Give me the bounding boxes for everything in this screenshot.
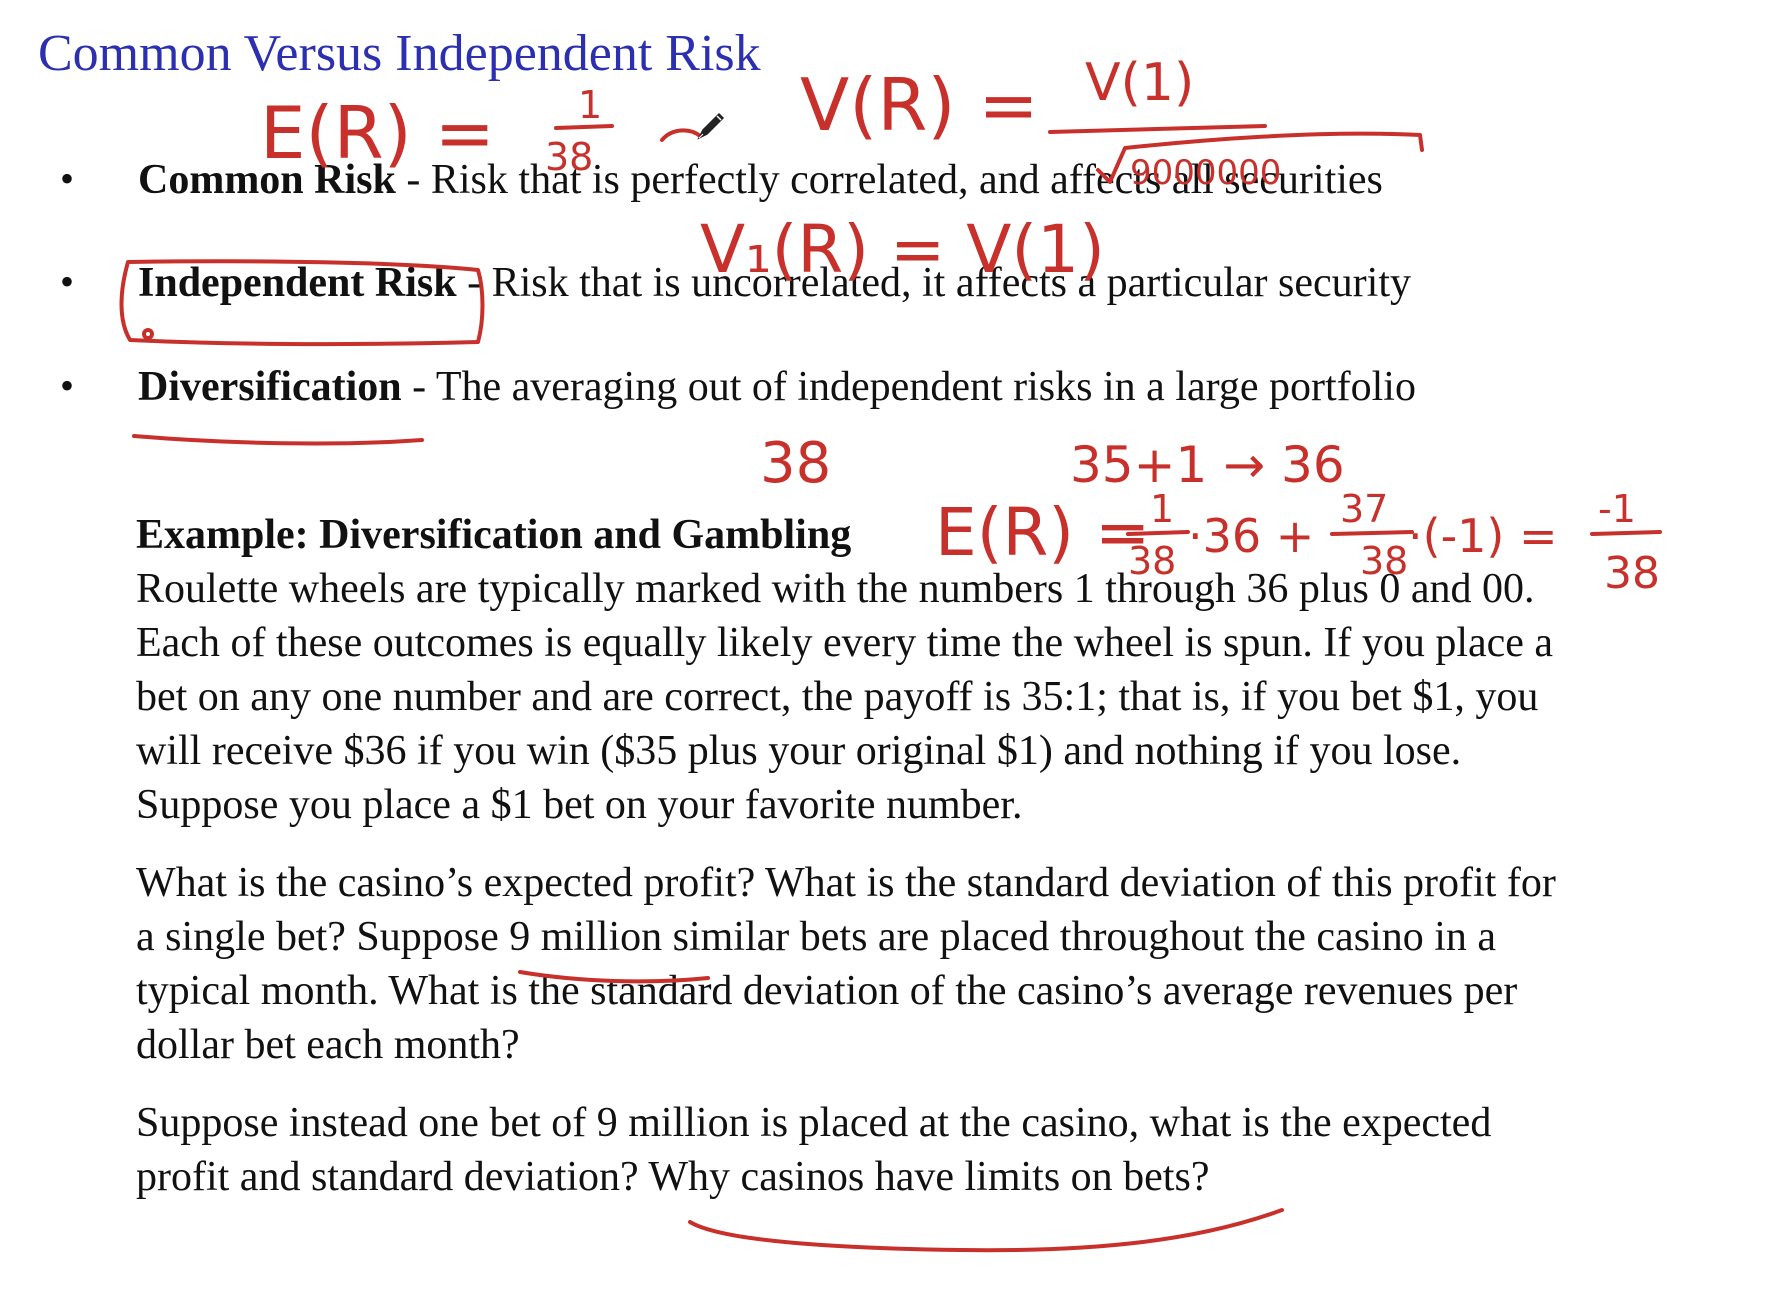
ink-fraction-bar	[1048, 124, 1267, 134]
question-line: a single bet? Suppose 9 million similar …	[136, 914, 1497, 960]
pencil-icon	[697, 112, 725, 140]
bullet-desc: Risk that is uncorrelated, it affects a …	[491, 260, 1411, 306]
ink-eq2-num: V(1)	[1085, 53, 1194, 113]
bullet-dot: •	[60, 363, 75, 408]
example-line: will receive $36 if you win ($35 plus yo…	[136, 728, 1462, 774]
ink-underline-limits	[688, 1208, 1284, 1253]
slide-title: Common Versus Independent Risk	[38, 25, 761, 82]
ink-note-38: 38	[760, 431, 831, 496]
example-heading: Example: Diversification and Gambling	[136, 512, 852, 558]
question-line: typical month. What is the standard devi…	[136, 968, 1518, 1014]
bullet-sep: -	[401, 364, 436, 410]
example-block: Example: Diversification and Gambling Ro…	[136, 508, 1696, 1204]
question-line: dollar bet each month?	[136, 1022, 520, 1068]
example-line: Roulette wheels are typically marked wit…	[136, 566, 1535, 612]
bullet-desc: The averaging out of independent risks i…	[435, 364, 1416, 410]
bullet-term: Independent Risk	[138, 260, 457, 306]
ink-dot	[142, 328, 154, 340]
example-line: Suppose you place a $1 bet on your favor…	[136, 782, 1023, 828]
ink-note-sum: 35+1 → 36	[1070, 436, 1345, 494]
bullet-dot: •	[60, 156, 75, 201]
bullet-sep: -	[395, 157, 431, 203]
bullet-term: Diversification	[138, 364, 402, 410]
bullet-text: Independent Risk - Risk that is uncorrel…	[138, 258, 1411, 308]
bullet-text: Diversification - The averaging out of i…	[138, 362, 1416, 412]
bullet-desc: Risk that is perfectly correlated, and a…	[430, 157, 1383, 203]
ink-fraction-bar	[554, 124, 614, 130]
question-line: profit and standard deviation? Why casin…	[136, 1154, 1210, 1200]
bullet-sep: -	[456, 260, 492, 306]
example-line: bet on any one number and are correct, t…	[136, 674, 1539, 720]
ink-eq1-num: 1	[578, 83, 602, 127]
question-line: Suppose instead one bet of 9 million is …	[136, 1100, 1492, 1146]
ink-underline-diversification	[132, 434, 424, 446]
example-line: Each of these outcomes is equally likely…	[136, 620, 1554, 666]
question-line: What is the casino’s expected profit? Wh…	[136, 860, 1556, 906]
ink-eq2-lhs: V(R) =	[800, 63, 1039, 147]
bullet-text: Common Risk - Risk that is perfectly cor…	[138, 155, 1383, 205]
bullet-term: Common Risk	[138, 157, 396, 203]
bullet-dot: •	[60, 259, 75, 304]
